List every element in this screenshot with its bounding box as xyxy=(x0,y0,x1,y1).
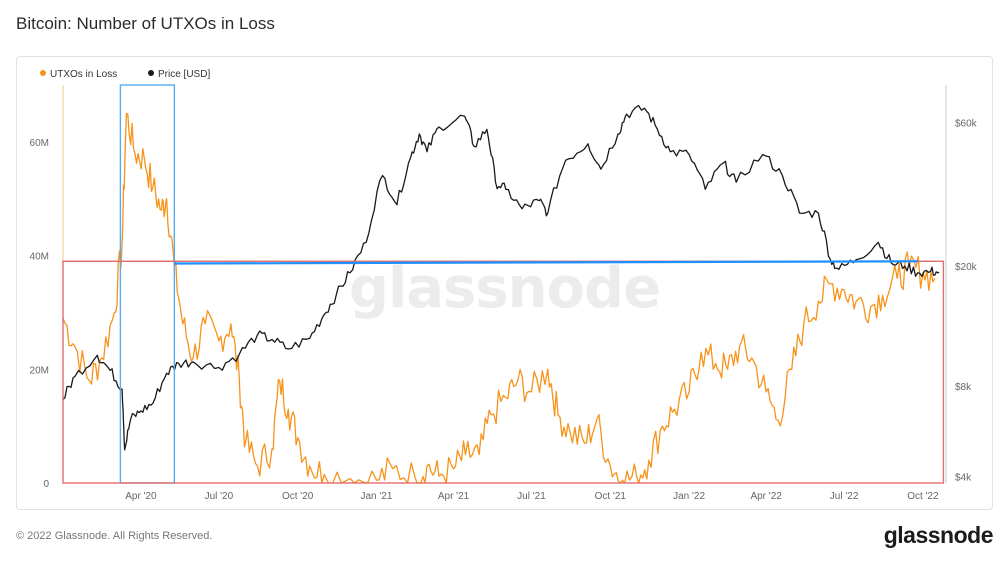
blue-trend-line xyxy=(174,260,918,265)
utxo-series-line xyxy=(62,112,936,484)
x-axis-tick: Oct '20 xyxy=(282,491,314,502)
left-axis-tick: 0 xyxy=(43,479,49,490)
legend-utxo-dot xyxy=(40,70,46,76)
right-axis-tick: $4k xyxy=(955,472,972,483)
right-axis-tick: $8k xyxy=(955,382,972,393)
x-axis-tick: Jan '22 xyxy=(673,491,705,502)
glassnode-logo: glassnode xyxy=(883,522,994,548)
chart-card: glassnode 0 20M 40M 60M $4k $8k $20k $60k Apr '20… xyxy=(16,56,993,510)
legend-price-dot xyxy=(148,70,154,76)
x-axis-tick: Jul '22 xyxy=(830,491,859,502)
legend-price-label: Price [USD] xyxy=(158,69,210,80)
blue-highlight-box xyxy=(119,84,176,484)
watermark-text: glassnode xyxy=(349,256,660,321)
red-highlight-box xyxy=(62,260,945,484)
x-axis-tick: Oct '21 xyxy=(595,491,627,502)
left-axis-tick: 20M xyxy=(30,365,49,376)
x-axis-tick: Jul '20 xyxy=(205,491,234,502)
right-axis-tick: $20k xyxy=(955,262,978,273)
x-axis-tick: Apr '21 xyxy=(438,491,470,502)
copyright-text: © 2022 Glassnode. All Rights Reserved. xyxy=(16,530,213,542)
x-axis-tick: Jan '21 xyxy=(360,491,392,502)
x-axis-tick: Oct '22 xyxy=(907,491,939,502)
legend-utxo-label: UTXOs in Loss xyxy=(50,69,117,80)
price-series-line xyxy=(62,104,940,451)
chart-title: Bitcoin: Number of UTXOs in Loss xyxy=(16,14,275,33)
x-axis-tick: Apr '22 xyxy=(750,491,782,502)
x-axis-tick: Apr '20 xyxy=(125,491,157,502)
right-axis-tick: $60k xyxy=(955,119,978,130)
left-axis-tick: 60M xyxy=(30,138,49,149)
chart-canvas: glassnode 0 20M 40M 60M $4k $8k $20k $60k Apr '20… xyxy=(30,69,978,502)
x-axis-tick: Jul '21 xyxy=(517,491,546,502)
left-axis-tick: 40M xyxy=(30,252,49,263)
